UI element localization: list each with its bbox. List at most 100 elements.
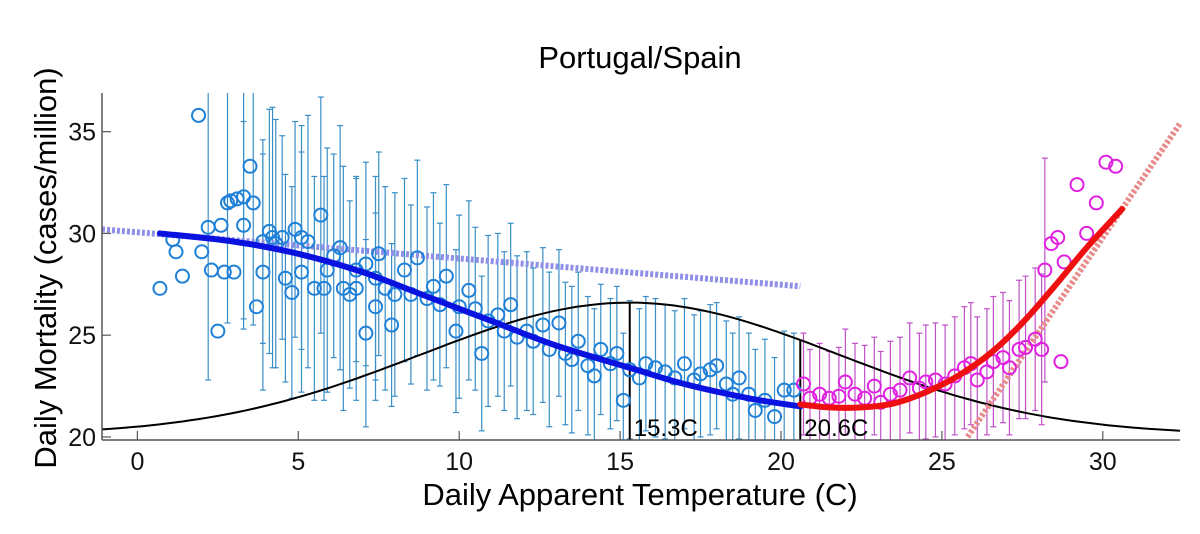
y-tick-label: 30	[68, 220, 96, 248]
cold-data-point	[274, 229, 290, 245]
cold-data-point	[306, 280, 322, 296]
x-tick-label: 25	[928, 448, 956, 476]
warm-data-point	[1037, 262, 1053, 278]
cold-data-point	[174, 268, 190, 284]
x-axis-label: Daily Apparent Temperature (C)	[422, 477, 857, 512]
cold-data-point	[284, 284, 300, 300]
warm-data-point	[882, 386, 898, 402]
warm-data-point	[1098, 154, 1114, 170]
cold-data-point	[194, 244, 210, 260]
cold-data-point	[371, 246, 387, 262]
cold-data-point	[191, 107, 207, 123]
warm-data-point	[837, 374, 853, 390]
x-tick-label: 10	[445, 448, 473, 476]
cold-data-point	[152, 280, 168, 296]
cold-data-point	[461, 282, 477, 298]
cold-data-point	[384, 317, 400, 333]
y-tick-label: 20	[68, 424, 96, 452]
cold-data-point	[448, 323, 464, 339]
cold-data-point	[300, 234, 316, 250]
x-tick-label: 15	[606, 448, 634, 476]
cold-data-point	[609, 346, 625, 362]
cold-data-point	[245, 195, 261, 211]
cold-data-point	[776, 382, 792, 398]
cold-data-point	[396, 262, 412, 278]
cold-data-point	[219, 195, 235, 211]
cold-data-point	[213, 217, 229, 233]
cold-data-point	[767, 409, 783, 425]
cold-data-point	[438, 268, 454, 284]
warm-data-point	[796, 376, 812, 392]
cold-data-point	[709, 358, 725, 374]
warm-data-point	[918, 374, 934, 390]
cold-data-point	[676, 356, 692, 372]
cold-data-point	[535, 317, 551, 333]
warm-data-point	[1001, 360, 1017, 376]
y-tick-label: 35	[68, 119, 96, 147]
warm-data-point	[1018, 339, 1034, 355]
cold-data-point	[551, 315, 567, 331]
cold-data-point	[474, 346, 490, 362]
cold-data-point	[277, 270, 293, 286]
cold-data-point	[693, 366, 709, 382]
threshold-label: 15.3C	[634, 415, 698, 442]
cold-data-point	[348, 280, 364, 296]
warm-data-point	[1069, 177, 1085, 193]
cold-data-point	[226, 264, 242, 280]
x-tick-label: 5	[291, 448, 305, 476]
cold-data-point	[236, 217, 252, 233]
warm-data-point	[1011, 341, 1027, 357]
plot-area: 15.3C 20.6C	[101, 93, 1183, 442]
cold-data-point	[731, 370, 747, 386]
cold-data-point	[242, 158, 258, 174]
warm-linear-fit	[965, 121, 1183, 439]
x-tick-label: 0	[130, 448, 144, 476]
y-ticks: 20 25 30 35	[68, 119, 111, 452]
warm-data-point	[1088, 195, 1104, 211]
cold-data-point	[586, 368, 602, 384]
cold-data-point	[409, 250, 425, 266]
cold-data-point	[316, 280, 332, 296]
cold-data-point	[210, 323, 226, 339]
chart-title: Portugal/Spain	[538, 40, 741, 75]
warm-data-point	[812, 386, 828, 402]
cold-data-point	[593, 341, 609, 357]
cold-data-point	[255, 264, 271, 280]
warm-data-point	[1056, 254, 1072, 270]
y-axis-label: Daily Mortality (cases/million)	[28, 67, 63, 468]
warm-data-point	[1079, 225, 1095, 241]
cold-data-point	[229, 191, 245, 207]
x-tick-label: 30	[1089, 448, 1117, 476]
cold-data-point	[248, 299, 264, 315]
warm-data-point	[1050, 229, 1066, 245]
cold-data-point	[615, 392, 631, 408]
cold-data-point	[223, 193, 239, 209]
cold-data-point	[570, 333, 586, 349]
cold-fit-curve	[156, 230, 804, 410]
warm-data-point	[866, 378, 882, 394]
warm-data-point	[831, 388, 847, 404]
cold-data-point	[168, 244, 184, 260]
y-tick-label: 25	[68, 322, 96, 350]
cold-data-point	[332, 240, 348, 256]
threshold-label: 20.6C	[804, 415, 868, 442]
warm-data-point	[902, 370, 918, 386]
warm-data-point	[1108, 158, 1124, 174]
warm-data-point	[1053, 354, 1069, 370]
density-curve	[101, 301, 1181, 432]
warm-data-point	[969, 372, 985, 388]
cold-data-point	[387, 286, 403, 302]
warm-data-point	[847, 386, 863, 402]
warm-data-point	[985, 354, 1001, 370]
warm-data-point	[892, 382, 908, 398]
cold-data-point	[358, 325, 374, 341]
warm-data-point	[1034, 341, 1050, 357]
cold-data-point	[216, 264, 232, 280]
cold-data-point	[503, 297, 519, 313]
cold-data-point	[425, 278, 441, 294]
x-ticks: 0 5 10 15 20 25 30	[130, 431, 1117, 476]
cold-data-point	[368, 299, 384, 315]
cold-data-point	[313, 207, 329, 223]
cold-data-point	[203, 262, 219, 278]
